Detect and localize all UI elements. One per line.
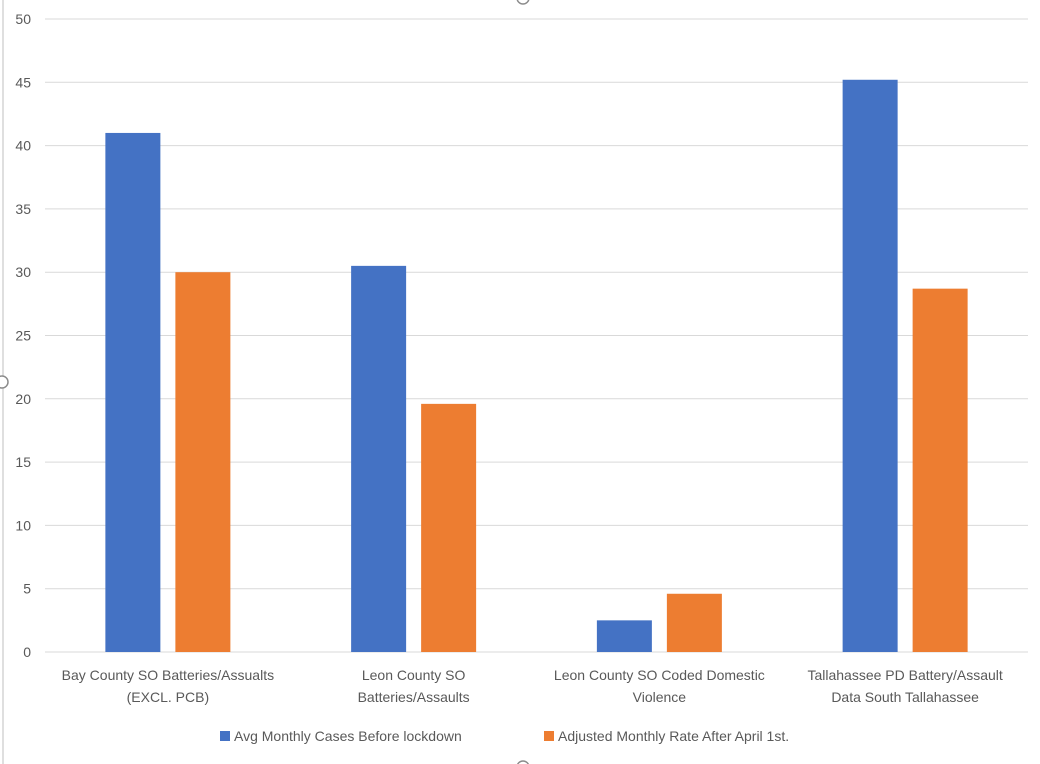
resize-handle-top[interactable] [516,0,530,5]
bar-before-lockdown-2[interactable] [596,620,652,652]
y-axis: 0 5 10 15 20 25 30 35 40 45 50 [15,11,31,660]
resize-handle-left[interactable] [0,375,9,389]
x-category-label: Leon County SO [362,667,466,683]
chart-frame [0,0,530,764]
resize-handle-bottom[interactable] [516,760,530,764]
y-tick-label: 50 [15,11,31,27]
y-tick-label: 20 [15,391,31,407]
x-category-label: Batteries/Assaults [358,689,470,705]
x-axis: Bay County SO Batteries/Assualts (EXCL. P… [62,667,1003,705]
y-tick-label: 45 [15,74,31,90]
y-tick-label: 0 [23,644,31,660]
bar-after-april-3[interactable] [912,288,968,652]
y-tick-label: 10 [15,517,31,533]
x-category-label: Violence [633,689,687,705]
y-tick-label: 25 [15,328,31,344]
y-tick-label: 15 [15,454,31,470]
x-category-label: Bay County SO Batteries/Assualts [62,667,274,683]
x-category-label: (EXCL. PCB) [127,689,209,705]
legend-entry-1[interactable]: Adjusted Monthly Rate After April 1st. [558,728,789,744]
bar-after-april-2[interactable] [666,593,722,652]
bar-after-april-0[interactable] [175,272,231,652]
legend-entry-0[interactable]: Avg Monthly Cases Before lockdown [234,728,462,744]
x-category-label: Data South Tallahassee [831,689,979,705]
y-tick-label: 35 [15,201,31,217]
legend-swatch-0 [220,731,230,741]
y-tick-label: 30 [15,264,31,280]
legend: Avg Monthly Cases Before lockdown Adjuste… [220,728,789,744]
x-category-label: Leon County SO Coded Domestic [554,667,765,683]
bar-before-lockdown-1[interactable] [351,265,407,652]
bar-after-april-1[interactable] [421,403,477,652]
y-tick-label: 5 [23,581,31,597]
bars [105,79,968,652]
legend-swatch-1 [544,731,554,741]
y-tick-label: 40 [15,138,31,154]
bar-before-lockdown-3[interactable] [842,79,898,652]
bar-before-lockdown-0[interactable] [105,132,161,652]
x-category-label: Tallahassee PD Battery/Assault [807,667,1002,683]
